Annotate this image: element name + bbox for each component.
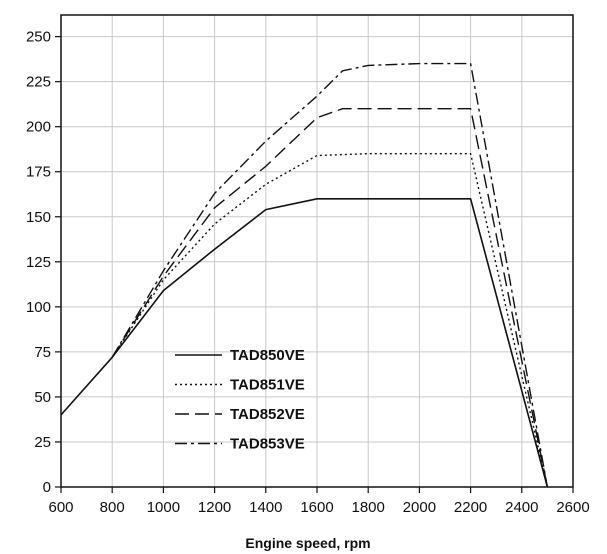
- x-tick-label: 1400: [249, 499, 282, 516]
- x-tick-label: 1000: [147, 499, 180, 516]
- legend-label-tad850ve: TAD850VE: [230, 347, 305, 364]
- x-tick-label: 2000: [403, 499, 436, 516]
- y-tick-label: 125: [26, 254, 51, 271]
- x-tick-label: 1600: [300, 499, 333, 516]
- x-tick-label: 600: [48, 499, 73, 516]
- series-line-tad850ve: [60, 198, 549, 488]
- x-axis-title: Engine speed, rpm: [245, 535, 370, 551]
- legend-label-tad853ve: TAD853VE: [230, 436, 305, 453]
- y-tick-label: 50: [34, 389, 51, 406]
- y-tick-label: 150: [26, 209, 51, 226]
- x-tick-label: 2400: [505, 499, 538, 516]
- y-tick-label: 100: [26, 299, 51, 316]
- axes: 600 800 1000 1200 1400 1600 1800 2000 2200 2400 26…: [26, 29, 590, 516]
- y-tick-label: 175: [26, 164, 51, 181]
- y-tick-label: 250: [26, 29, 51, 46]
- y-tick-label: 200: [26, 119, 51, 136]
- x-tick-label: 800: [100, 499, 125, 516]
- x-tick-label: 2600: [556, 499, 589, 516]
- series-line-tad853ve: [111, 62, 549, 488]
- y-tick-label: 225: [26, 74, 51, 91]
- y-tick-label: 0: [43, 479, 51, 496]
- y-tick-label: 25: [34, 434, 51, 451]
- legend-label-tad852ve: TAD852VE: [230, 406, 305, 423]
- legend-label-tad851ve: TAD851VE: [230, 377, 305, 394]
- series-line-tad852ve: [111, 108, 549, 488]
- series-lines: [60, 62, 549, 488]
- x-tick-label: 2200: [454, 499, 487, 516]
- x-tick-label: 1800: [352, 499, 385, 516]
- y-tick-label: 75: [34, 344, 51, 361]
- legend: TAD850VE TAD851VE TAD852VE TAD853VE: [175, 347, 305, 453]
- x-tick-label: 1200: [198, 499, 231, 516]
